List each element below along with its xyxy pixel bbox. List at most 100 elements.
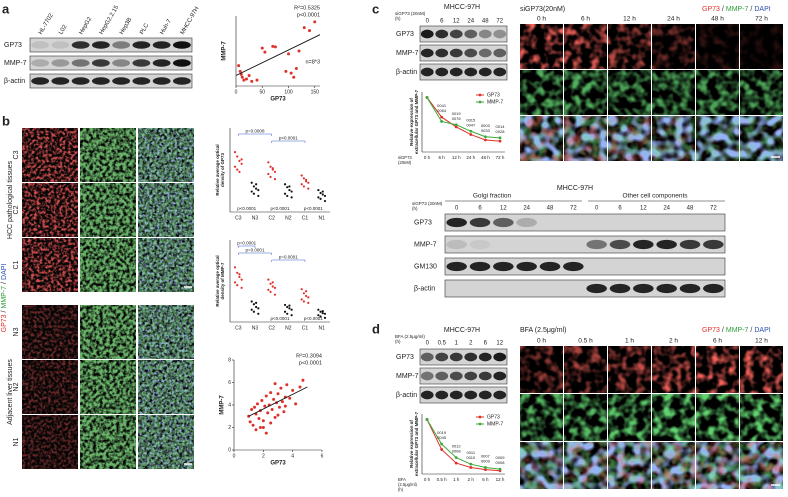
data-point	[484, 466, 487, 469]
tissue-green	[80, 305, 136, 359]
y-axis-label: Relative average optical	[215, 255, 220, 306]
x-tick-label: C1	[302, 325, 309, 331]
data-point	[273, 293, 277, 296]
x-axis-label: (2.5μg/ml)	[398, 482, 418, 487]
data-point	[313, 20, 317, 24]
data-point	[276, 413, 280, 417]
data-point	[307, 301, 310, 304]
tissue-green	[138, 128, 194, 182]
blot-band	[478, 390, 492, 400]
image-red	[608, 346, 651, 393]
data-point	[307, 181, 310, 184]
data-point	[291, 388, 295, 392]
stain-legend: GP73/MMP-7/DAPI	[702, 327, 771, 334]
blot-band	[446, 261, 467, 272]
x-tick-label: 0	[235, 89, 238, 95]
lane-label: 48	[687, 206, 694, 212]
blot-band	[435, 48, 449, 58]
data-point	[286, 305, 289, 309]
tissue-green	[80, 128, 136, 182]
stain-label: DAPI	[1, 264, 8, 280]
x-tick-label: C2	[268, 325, 275, 331]
data-point	[484, 138, 487, 142]
data-point	[294, 67, 298, 70]
data-point	[286, 312, 289, 315]
series-line	[426, 419, 501, 472]
data-point	[271, 167, 274, 170]
image-red	[564, 24, 607, 69]
data-point	[267, 161, 270, 164]
annotation: 0007	[481, 454, 491, 459]
column-label: 6 h	[581, 16, 590, 23]
blot-band	[633, 283, 654, 294]
blot-band	[435, 390, 449, 400]
legend-label: MMP-7	[487, 421, 503, 427]
x-tick-label: 0	[233, 453, 236, 459]
y-axis-label: MMP-7	[220, 395, 226, 415]
data-point	[498, 139, 502, 143]
blot-band	[478, 48, 492, 58]
tissue-green	[138, 183, 194, 237]
data-point	[261, 419, 265, 423]
blot-band	[152, 77, 171, 85]
blot-band	[493, 352, 507, 362]
row-label: GM130	[414, 263, 437, 270]
group-label: Adjacent liver tissues	[7, 359, 14, 425]
blot-band	[464, 67, 478, 77]
data-point	[300, 298, 303, 301]
blot-band	[679, 239, 701, 250]
data-point	[288, 396, 292, 400]
lane-label: 0.5	[438, 341, 447, 347]
image-green	[652, 394, 695, 441]
row-label: N1	[13, 437, 20, 446]
image-red	[696, 24, 739, 69]
stain-label: /	[750, 327, 752, 334]
blot-band	[132, 77, 151, 85]
data-point	[484, 135, 487, 139]
data-point	[252, 185, 255, 188]
data-point	[240, 286, 243, 289]
blot-band	[478, 371, 492, 381]
blot-strip	[444, 257, 726, 276]
data-point	[321, 190, 324, 193]
p-value: p=0.0001	[237, 241, 256, 246]
lane-label: 12	[496, 341, 503, 347]
data-point	[237, 64, 241, 68]
x-tick-label: 0 h	[424, 155, 431, 160]
data-point	[250, 181, 253, 184]
blot-band	[91, 41, 110, 49]
data-point	[238, 159, 241, 162]
data-point	[252, 303, 255, 306]
data-point	[257, 417, 261, 420]
data-point	[294, 402, 298, 406]
data-point	[484, 468, 487, 472]
lane-label: L02	[58, 24, 69, 36]
blot-band	[91, 59, 110, 67]
annotation: n=8*3	[305, 59, 320, 65]
blot-band	[469, 261, 491, 272]
data-point	[271, 285, 274, 288]
column-label: 0 h	[537, 338, 546, 345]
data-point	[261, 426, 265, 429]
data-point	[250, 408, 254, 411]
annotation: 0015	[466, 117, 476, 122]
legend-label: GP73	[487, 414, 500, 420]
blot-strip	[444, 213, 726, 232]
data-point	[469, 462, 473, 466]
lane-label: HepG2	[79, 16, 94, 36]
image-green	[696, 70, 739, 115]
data-point	[498, 467, 502, 471]
annotation: 0009	[496, 455, 506, 460]
data-point	[236, 284, 239, 287]
data-point	[302, 300, 305, 303]
blot-band	[71, 59, 90, 67]
data-point	[269, 290, 272, 294]
stain-label: /	[722, 6, 724, 13]
column-label: 6 h	[713, 338, 722, 345]
data-point	[270, 408, 274, 411]
data-point	[273, 286, 277, 289]
tissue-red	[22, 415, 78, 469]
image-green	[608, 70, 651, 115]
data-point	[300, 183, 303, 186]
blot-band	[563, 261, 584, 272]
